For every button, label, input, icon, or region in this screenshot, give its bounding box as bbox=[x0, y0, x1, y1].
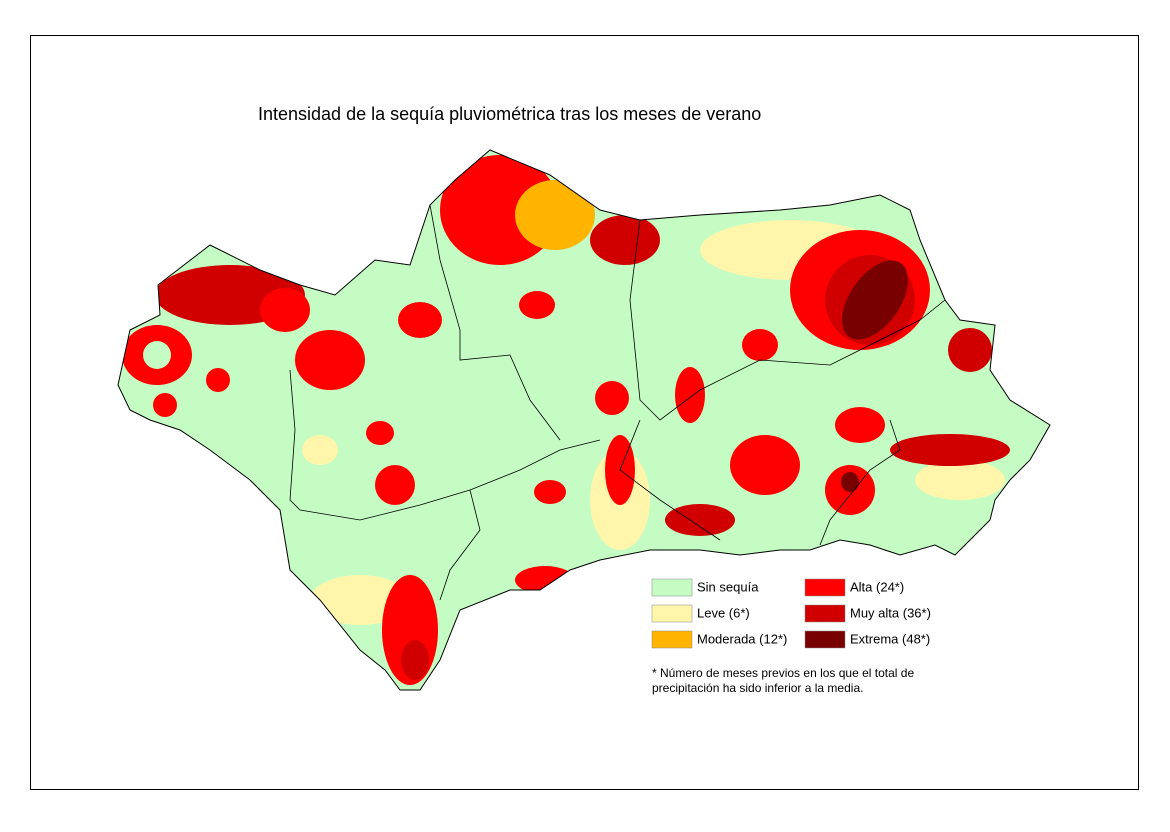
area-muy-alta bbox=[890, 434, 1010, 466]
base-area bbox=[143, 341, 171, 369]
area-alta bbox=[742, 329, 778, 361]
area-extrema bbox=[842, 260, 908, 340]
area-alta bbox=[595, 381, 629, 415]
legend-label: Moderada (12*) bbox=[697, 631, 787, 646]
province-border bbox=[819, 419, 901, 546]
legend-swatch bbox=[804, 630, 846, 649]
footnote: * Número de meses previos en los que el … bbox=[652, 666, 914, 680]
province-border bbox=[439, 489, 481, 601]
legend-swatch bbox=[651, 604, 693, 623]
area-leve bbox=[302, 435, 338, 465]
area-alta bbox=[835, 407, 885, 443]
footnote: precipitación ha sido inferior a la medi… bbox=[652, 681, 863, 695]
area-alta bbox=[519, 291, 555, 319]
area-alta bbox=[730, 435, 800, 495]
area-alta bbox=[206, 368, 230, 392]
map-title: Intensidad de la sequía pluviométrica tr… bbox=[258, 104, 761, 124]
legend-label: Muy alta (36*) bbox=[850, 605, 931, 620]
area-muy-alta bbox=[665, 504, 735, 536]
area-alta bbox=[153, 393, 177, 417]
area-alta bbox=[260, 288, 310, 332]
area-alta bbox=[675, 367, 705, 423]
area-alta bbox=[366, 421, 394, 445]
area-muy-alta bbox=[948, 328, 992, 372]
area-alta bbox=[375, 465, 415, 505]
province-border bbox=[289, 369, 301, 511]
legend-swatch bbox=[804, 604, 846, 623]
legend-swatch bbox=[804, 578, 846, 597]
province-border bbox=[429, 204, 561, 441]
legend-label: Leve (6*) bbox=[697, 605, 750, 620]
area-alta bbox=[398, 302, 442, 338]
legend-swatch bbox=[651, 630, 693, 649]
province-borders bbox=[289, 204, 946, 601]
area-extrema bbox=[841, 472, 859, 492]
legend-label: Sin sequía bbox=[697, 579, 759, 594]
legend-swatch bbox=[651, 578, 693, 597]
area-muy-alta bbox=[401, 640, 429, 680]
area-muy-alta bbox=[590, 215, 660, 265]
legend: Sin sequía Leve (6*) Moderada (12*) Alta (2… bbox=[651, 578, 931, 649]
province-border bbox=[619, 419, 721, 541]
legend-label: Extrema (48*) bbox=[850, 631, 930, 646]
area-alta bbox=[295, 330, 365, 390]
province-border bbox=[629, 219, 946, 421]
area-moderada bbox=[515, 180, 595, 250]
legend-label: Alta (24*) bbox=[850, 579, 904, 594]
area-alta bbox=[534, 480, 566, 504]
area-leve bbox=[915, 460, 1005, 500]
